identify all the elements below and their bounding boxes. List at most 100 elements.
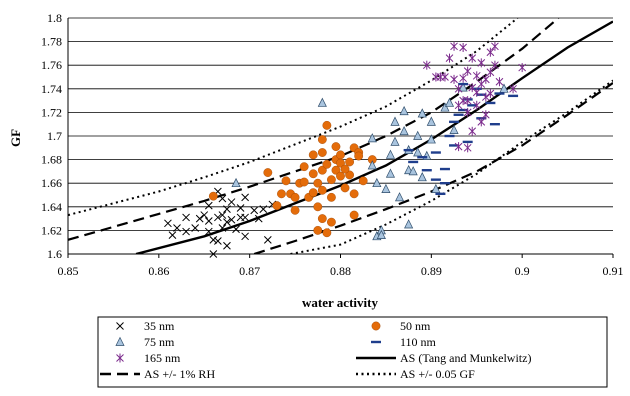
legend-label: 75 nm xyxy=(144,335,175,349)
data-point xyxy=(445,53,454,63)
x-tick-label: 0.9 xyxy=(515,264,530,278)
data-point xyxy=(417,108,427,118)
y-axis-title: GF xyxy=(8,129,23,147)
data-point xyxy=(313,202,323,212)
data-point xyxy=(218,224,227,232)
x-tick-label: 0.86 xyxy=(148,264,169,278)
data-point xyxy=(327,192,336,202)
data-point xyxy=(317,214,327,224)
y-tick-label: 1.78 xyxy=(41,35,62,49)
model-curves xyxy=(68,18,613,254)
y-tick-label: 1.8 xyxy=(47,11,62,25)
data-point xyxy=(459,73,467,83)
data-point xyxy=(422,60,431,70)
data-point xyxy=(450,74,458,84)
legend-label: AS +/- 1% RH xyxy=(144,367,215,381)
data-point xyxy=(241,193,249,202)
data-point xyxy=(231,177,241,188)
x-tick-label: 0.87 xyxy=(239,264,260,278)
data-point xyxy=(191,224,200,232)
data-point xyxy=(168,231,177,239)
data-point xyxy=(218,211,227,219)
data-point xyxy=(472,100,481,110)
data-point xyxy=(417,172,427,182)
legend-frame xyxy=(97,316,608,388)
data-point xyxy=(481,92,490,102)
data-point xyxy=(367,133,377,143)
data-point xyxy=(372,177,382,188)
data-point xyxy=(431,183,441,193)
data-point xyxy=(477,117,486,127)
legend-marker xyxy=(371,321,381,331)
data-point xyxy=(345,170,354,180)
data-point xyxy=(317,97,327,107)
data-point xyxy=(308,169,318,179)
y-tick-label: 1.68 xyxy=(41,153,62,167)
curve-dashed xyxy=(253,81,613,254)
legend-entry: 35 nm xyxy=(116,319,175,333)
data-point xyxy=(481,74,490,84)
legend-entry: AS +/- 1% RH xyxy=(100,367,215,381)
data-point xyxy=(345,157,354,167)
data-point xyxy=(313,178,323,188)
data-point xyxy=(313,225,323,235)
data-point xyxy=(164,219,172,228)
data-point xyxy=(227,198,236,206)
data-point xyxy=(450,41,458,51)
data-point xyxy=(223,241,231,250)
data-point xyxy=(394,192,405,202)
data-point xyxy=(227,215,236,224)
legend-marker xyxy=(115,336,125,346)
data-point xyxy=(173,224,181,232)
data-point xyxy=(317,148,327,157)
data-point xyxy=(299,177,309,187)
legend-marker xyxy=(116,353,124,363)
data-point xyxy=(317,165,327,175)
data-point xyxy=(204,201,213,210)
data-point xyxy=(200,211,209,219)
data-point xyxy=(491,60,499,70)
data-points xyxy=(164,41,527,258)
data-point xyxy=(254,214,263,223)
data-point xyxy=(354,151,364,161)
data-point xyxy=(209,235,218,244)
data-point xyxy=(209,250,218,258)
legend-entry: 50 nm xyxy=(371,319,431,333)
legend-entry: 165 nm xyxy=(116,351,181,365)
data-point xyxy=(223,205,231,214)
data-point xyxy=(404,219,414,229)
y-tick-label: 1.62 xyxy=(41,223,62,237)
data-point xyxy=(232,225,240,234)
y-tick-label: 1.74 xyxy=(41,82,62,96)
data-point xyxy=(336,150,345,160)
data-point xyxy=(459,43,467,52)
data-point xyxy=(241,213,249,222)
data-point xyxy=(509,84,517,94)
data-point xyxy=(468,126,477,136)
data-point xyxy=(413,130,423,140)
curve-solid xyxy=(135,20,613,254)
curve-dashed xyxy=(68,18,560,241)
data-point xyxy=(322,228,332,238)
data-point xyxy=(236,204,245,212)
legend-label: 110 nm xyxy=(400,335,437,349)
data-point xyxy=(195,214,204,223)
data-point xyxy=(486,89,495,99)
legend-label: AS (Tang and Munkelwitz) xyxy=(400,351,531,365)
data-point xyxy=(299,162,309,172)
data-point xyxy=(204,217,213,225)
data-point xyxy=(272,201,282,211)
data-point xyxy=(208,191,218,201)
y-tick-label: 1.7 xyxy=(47,129,62,143)
data-point xyxy=(376,229,386,239)
data-point xyxy=(390,136,400,146)
legend-label: AS +/- 0.05 GF xyxy=(400,367,475,381)
data-point xyxy=(336,158,345,168)
data-point xyxy=(481,110,490,120)
curve-dotted xyxy=(68,18,519,217)
x-tick-label: 0.89 xyxy=(421,264,442,278)
data-point xyxy=(317,135,327,144)
legend: 35 nm 50 nm 75 nm 110 nm 165 nm AS (Tang and … xyxy=(97,316,608,388)
data-point xyxy=(440,102,450,112)
